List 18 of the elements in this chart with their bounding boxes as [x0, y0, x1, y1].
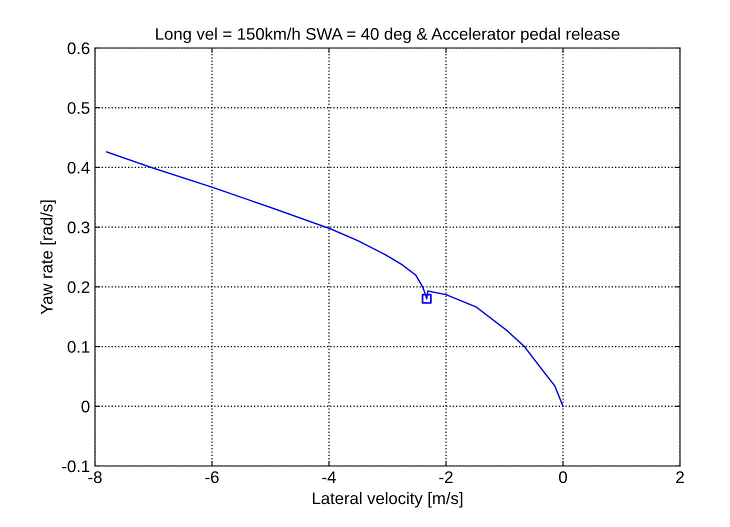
y-axis-title: Yaw rate [rad/s] [40, 200, 56, 314]
y-tick-label: 0.6 [68, 42, 90, 54]
x-tick-label: -2 [439, 471, 453, 483]
x-tick-label: 2 [676, 471, 684, 483]
chart-title: Long vel = 150km/h SWA = 40 deg & Accelerator pedal release [156, 28, 620, 44]
y-tick-label: 0.5 [68, 102, 90, 114]
y-tick-label: -0.1 [62, 460, 90, 472]
y-tick-label: 0 [82, 400, 90, 412]
y-tick-label: 0.3 [68, 222, 90, 234]
y-tick-label: 0.4 [68, 162, 90, 174]
y-tick-label: 0.1 [68, 340, 90, 353]
x-tick-label: 0 [559, 471, 567, 484]
x-tick-label: -4 [322, 471, 336, 483]
x-tick-label: -6 [205, 471, 219, 484]
x-axis-title: Lateral velocity [m/s] [312, 492, 462, 508]
y-tick-label: 0.2 [68, 281, 90, 294]
x-tick-label: -8 [88, 471, 102, 484]
line-series [106, 151, 564, 407]
